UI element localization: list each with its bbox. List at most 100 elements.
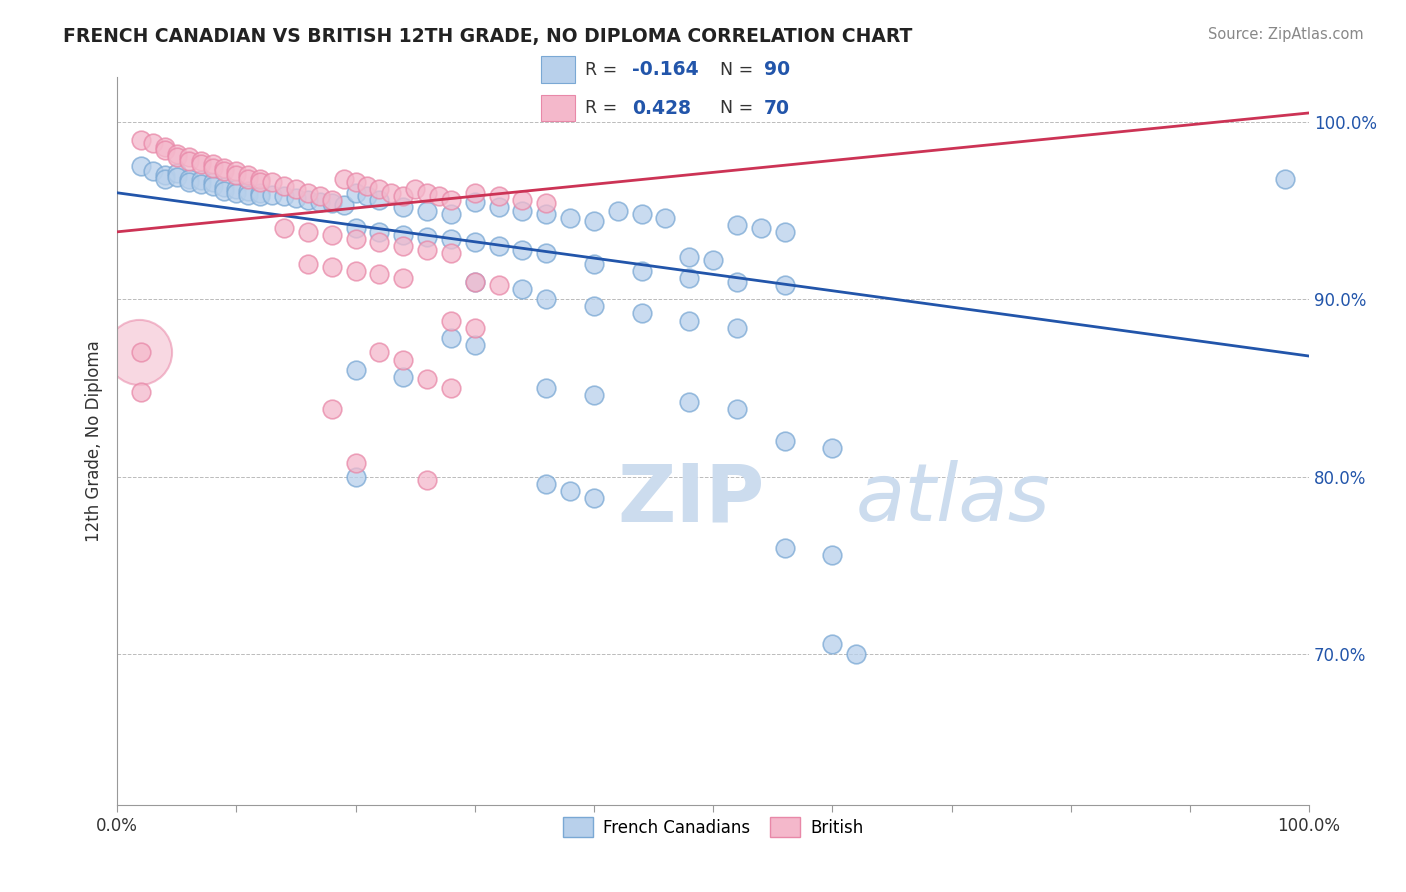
Point	[464, 320, 486, 334]
Point	[512, 193, 534, 207]
Point	[297, 193, 319, 207]
Point	[558, 211, 581, 225]
Legend: French Canadians, British: French Canadians, British	[557, 810, 870, 844]
Point	[536, 246, 558, 260]
Point	[536, 196, 558, 211]
Point	[536, 292, 558, 306]
Point	[344, 221, 367, 235]
Point	[297, 186, 319, 200]
Point	[344, 363, 367, 377]
Point	[321, 196, 343, 211]
Point	[344, 456, 367, 470]
Point	[153, 139, 176, 153]
Point	[238, 184, 260, 198]
Point	[416, 203, 439, 218]
Text: 90: 90	[763, 60, 790, 79]
Point	[201, 175, 224, 189]
Point	[201, 178, 224, 193]
Point	[190, 157, 212, 171]
Point	[440, 381, 463, 395]
Point	[678, 313, 700, 327]
Point	[238, 168, 260, 182]
Point	[392, 239, 415, 253]
Point	[273, 221, 295, 235]
Point	[166, 150, 188, 164]
Point	[821, 548, 844, 562]
Point	[773, 225, 796, 239]
Point	[129, 132, 152, 146]
Point	[214, 161, 236, 175]
Text: 0.428: 0.428	[633, 98, 692, 118]
Point	[773, 278, 796, 293]
Point	[488, 239, 510, 253]
Point	[321, 260, 343, 275]
Point	[464, 194, 486, 209]
Point	[368, 268, 391, 282]
Point	[201, 161, 224, 175]
Point	[464, 235, 486, 250]
FancyBboxPatch shape	[541, 95, 575, 121]
Point	[225, 182, 247, 196]
Point	[128, 345, 150, 359]
Text: Source: ZipAtlas.com: Source: ZipAtlas.com	[1208, 27, 1364, 42]
Point	[368, 182, 391, 196]
Point	[630, 207, 652, 221]
Point	[214, 164, 236, 178]
Point	[536, 207, 558, 221]
FancyBboxPatch shape	[541, 56, 575, 83]
Point	[190, 177, 212, 191]
Point	[416, 186, 439, 200]
Point	[488, 200, 510, 214]
Point	[582, 214, 605, 228]
Point	[225, 164, 247, 178]
Point	[392, 370, 415, 384]
Point	[536, 476, 558, 491]
Point	[344, 186, 367, 200]
Point	[416, 243, 439, 257]
Point	[262, 187, 284, 202]
Point	[356, 178, 378, 193]
Point	[440, 207, 463, 221]
Point	[297, 257, 319, 271]
Point	[512, 282, 534, 296]
Point	[166, 166, 188, 180]
Point	[225, 186, 247, 200]
Point	[153, 168, 176, 182]
Point	[225, 168, 247, 182]
Point	[416, 230, 439, 244]
Text: atlas: atlas	[856, 460, 1050, 539]
Point	[654, 211, 676, 225]
Point	[440, 193, 463, 207]
Point	[297, 225, 319, 239]
Point	[630, 264, 652, 278]
Point	[725, 320, 748, 334]
Point	[308, 189, 330, 203]
Point	[416, 372, 439, 386]
Point	[332, 198, 354, 212]
Point	[321, 228, 343, 243]
Point	[392, 200, 415, 214]
Point	[404, 182, 426, 196]
Point	[464, 275, 486, 289]
Point	[440, 246, 463, 260]
Point	[285, 182, 308, 196]
Point	[440, 313, 463, 327]
Point	[344, 175, 367, 189]
Point	[129, 159, 152, 173]
Text: ZIP: ZIP	[617, 460, 765, 539]
Text: -0.164: -0.164	[633, 60, 699, 79]
Point	[344, 469, 367, 483]
Point	[558, 483, 581, 498]
Point	[464, 275, 486, 289]
Point	[702, 253, 724, 268]
Y-axis label: 12th Grade, No Diploma: 12th Grade, No Diploma	[86, 341, 103, 542]
Text: R =: R =	[585, 61, 623, 78]
Point	[678, 395, 700, 409]
Point	[440, 331, 463, 345]
Point	[249, 175, 271, 189]
Point	[773, 434, 796, 449]
Point	[392, 352, 415, 367]
Point	[214, 180, 236, 194]
Point	[285, 191, 308, 205]
Point	[821, 442, 844, 456]
